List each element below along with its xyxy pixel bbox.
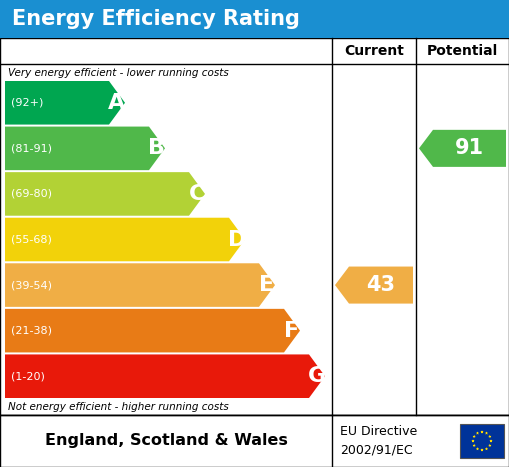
Text: Not energy efficient - higher running costs: Not energy efficient - higher running co… <box>8 402 229 411</box>
Text: Potential: Potential <box>427 44 498 58</box>
Text: Very energy efficient - lower running costs: Very energy efficient - lower running co… <box>8 68 229 78</box>
Text: C: C <box>189 184 205 204</box>
Text: G: G <box>308 366 326 386</box>
Polygon shape <box>5 81 125 125</box>
Text: 2002/91/EC: 2002/91/EC <box>340 444 413 457</box>
Text: E: E <box>260 275 274 295</box>
Polygon shape <box>472 444 476 447</box>
Polygon shape <box>5 354 325 398</box>
Polygon shape <box>485 432 488 435</box>
Text: (69-80): (69-80) <box>11 189 52 199</box>
Polygon shape <box>476 447 479 450</box>
Polygon shape <box>471 439 475 442</box>
Polygon shape <box>5 263 275 307</box>
Polygon shape <box>5 172 205 216</box>
Text: A: A <box>108 93 126 113</box>
Text: (1-20): (1-20) <box>11 371 45 381</box>
Bar <box>0 38 509 415</box>
Polygon shape <box>5 309 300 353</box>
Polygon shape <box>488 444 492 447</box>
Polygon shape <box>5 127 165 170</box>
Text: EU Directive: EU Directive <box>340 425 417 438</box>
Text: B: B <box>149 138 165 158</box>
Bar <box>0 0 509 38</box>
Text: 43: 43 <box>366 275 395 295</box>
Text: (92+): (92+) <box>11 98 43 108</box>
Polygon shape <box>419 130 506 167</box>
Text: Current: Current <box>344 44 404 58</box>
Text: D: D <box>228 229 246 249</box>
Text: England, Scotland & Wales: England, Scotland & Wales <box>45 433 288 448</box>
Polygon shape <box>472 435 476 438</box>
Text: (39-54): (39-54) <box>11 280 52 290</box>
Polygon shape <box>489 439 493 442</box>
Polygon shape <box>485 447 488 450</box>
Polygon shape <box>480 430 484 433</box>
Polygon shape <box>335 267 413 304</box>
Polygon shape <box>488 435 492 438</box>
Polygon shape <box>476 432 479 435</box>
Text: F: F <box>285 321 300 340</box>
Text: (21-38): (21-38) <box>11 325 52 336</box>
Bar <box>460 424 504 458</box>
Text: (81-91): (81-91) <box>11 143 52 153</box>
Polygon shape <box>480 448 484 452</box>
Text: 91: 91 <box>455 138 484 158</box>
Text: (55-68): (55-68) <box>11 234 52 245</box>
Bar <box>0 415 509 467</box>
Text: Energy Efficiency Rating: Energy Efficiency Rating <box>12 9 300 29</box>
Polygon shape <box>5 218 245 261</box>
